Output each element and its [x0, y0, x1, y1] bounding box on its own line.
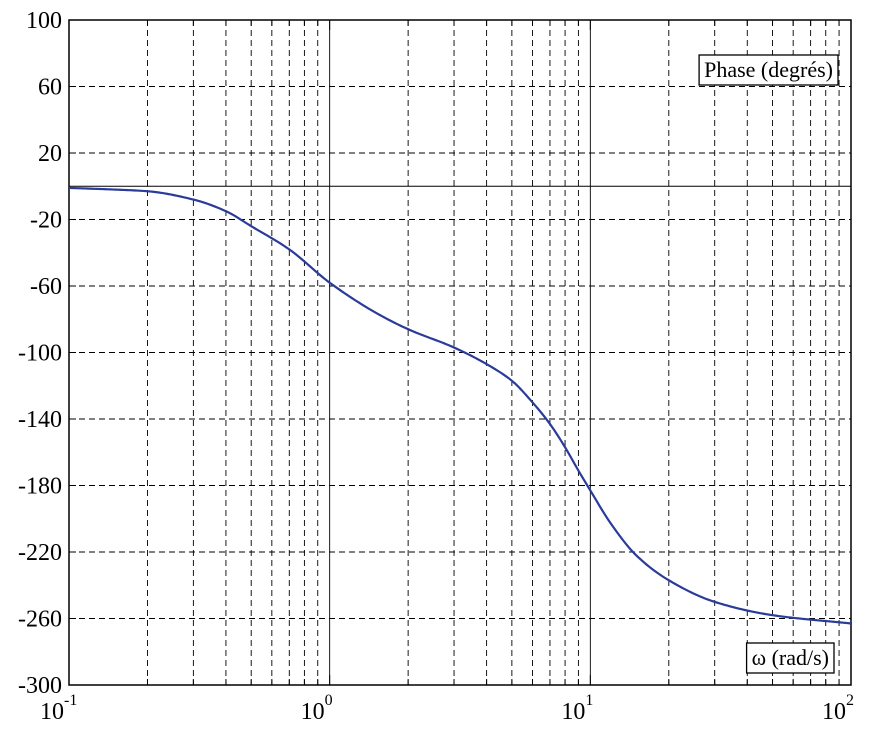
axes	[68, 19, 852, 686]
x-tick-base: 10	[822, 699, 846, 725]
phase-axis-label: Phase (degrés)	[704, 57, 833, 82]
omega-label-box: ω (rad/s)	[745, 642, 835, 674]
tick-labels: 1006020-20-60-100-140-180-220-260-30010-…	[18, 8, 854, 725]
y-tick-label: -60	[30, 274, 62, 300]
y-tick-label: 20	[38, 141, 62, 167]
y-tick-label: -100	[18, 341, 62, 367]
x-tick-exponent: 0	[325, 692, 333, 709]
x-tick-base: 10	[40, 699, 64, 725]
phase-label-frame	[698, 54, 839, 86]
curve-layer	[68, 186, 852, 625]
y-tick-label: -180	[18, 474, 62, 500]
phase-curve	[68, 186, 852, 625]
y-tick-label: 100	[26, 8, 62, 34]
y-tick-label: 60	[38, 75, 62, 101]
x-tick-base: 10	[301, 699, 325, 725]
y-tick-label: -140	[18, 407, 62, 433]
omega-label-frame	[745, 642, 835, 674]
x-tick-exponent: -1	[64, 692, 77, 709]
x-tick-label: 10 1	[561, 692, 593, 725]
omega-axis-label: ω (rad/s)	[752, 645, 829, 670]
y-tick-label: -20	[30, 208, 62, 234]
y-tick-label: -220	[18, 540, 62, 566]
x-tick-base: 10	[561, 699, 585, 725]
x-tick-label: 10 -1	[40, 692, 77, 725]
x-tick-label: 10 2	[822, 692, 854, 725]
x-tick-label: 10 0	[301, 692, 333, 725]
y-tick-label: -260	[18, 607, 62, 633]
y-tick-label: -300	[18, 673, 62, 699]
x-tick-exponent: 1	[585, 692, 593, 709]
phase-label-box: Phase (degrés)	[698, 54, 839, 86]
x-tick-exponent: 2	[846, 692, 854, 709]
grid	[69, 20, 851, 685]
